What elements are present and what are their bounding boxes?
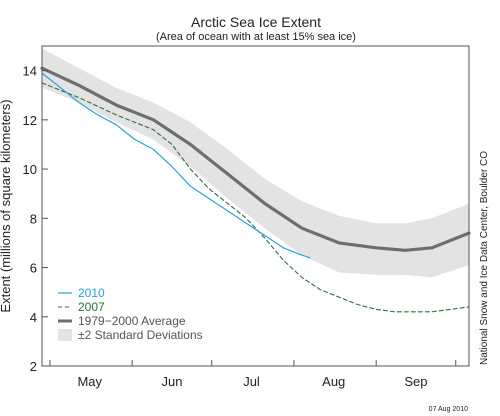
plot-frame: [41, 45, 470, 367]
legend-label-band: ±2 Standard Deviations: [78, 328, 203, 342]
y-tick-label: 12: [23, 113, 37, 128]
series-average-line: [40, 66, 471, 252]
x-tick-label: Sep: [404, 374, 427, 389]
legend-swatch-band: [58, 329, 72, 341]
y-tick-label: 14: [23, 64, 37, 79]
x-tick-label: Jul: [243, 374, 260, 389]
series-2010-line: [41, 72, 311, 259]
std-dev-band: [42, 48, 469, 278]
y-axis-label: Extent (millions of square kilometers): [0, 99, 13, 312]
y-tick-label: 2: [30, 359, 37, 374]
date-stamp: 07 Aug 2010: [429, 406, 468, 413]
y-tick-label: 4: [30, 310, 37, 325]
legend-label-average: 1979−2000 Average: [78, 314, 186, 328]
x-tick-label: Aug: [322, 374, 345, 389]
legend-label-2007: 2007: [78, 300, 105, 314]
x-tick-label: May: [77, 374, 102, 389]
credit-text: National Snow and Ice Data Center, Bould…: [479, 151, 490, 365]
chart-subtitle: (Area of ocean with at least 15% sea ice…: [156, 31, 356, 43]
legend-label-2010: 2010: [78, 286, 105, 300]
x-tick-label: Jun: [161, 374, 182, 389]
y-tick-label: 6: [30, 261, 37, 276]
plot-area: 2 4 6 8 10 12 14 May Jun Jul Aug Sep: [23, 45, 471, 389]
series-2007-line: [41, 82, 470, 313]
y-tick-label: 10: [23, 162, 37, 177]
y-tick-label: 8: [30, 211, 37, 226]
chart-title: Arctic Sea Ice Extent: [191, 14, 321, 30]
